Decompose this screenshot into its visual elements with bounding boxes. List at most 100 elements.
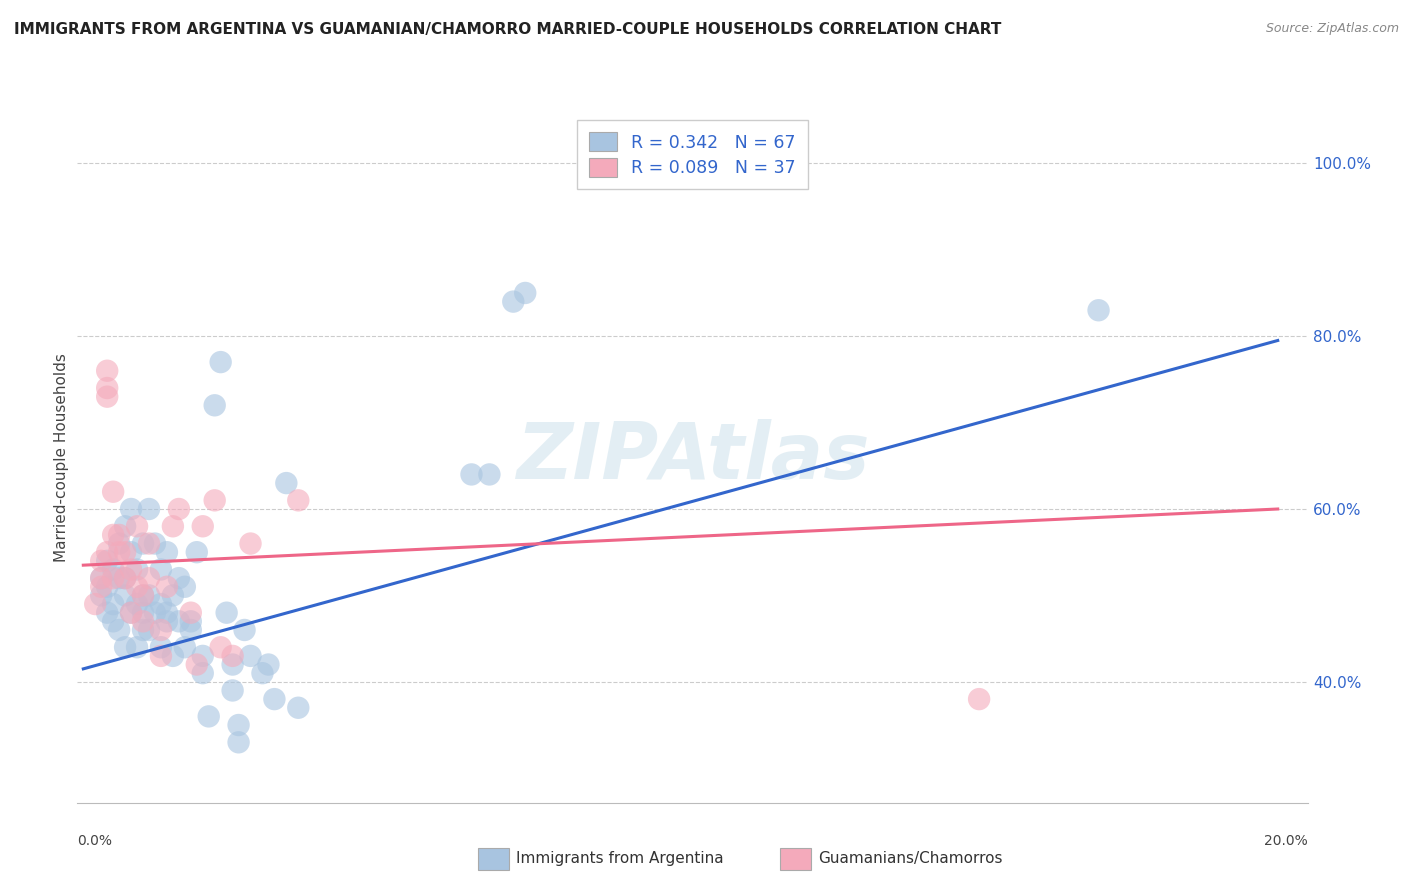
Point	[149, 623, 172, 637]
Point	[191, 648, 214, 663]
Point	[143, 536, 166, 550]
Point	[156, 606, 179, 620]
Point	[90, 589, 112, 603]
Point	[239, 648, 262, 663]
Point	[228, 735, 250, 749]
Point	[90, 580, 112, 594]
Point	[120, 545, 142, 559]
Point	[502, 294, 524, 309]
Point	[138, 502, 160, 516]
Point	[101, 615, 124, 629]
Point	[120, 502, 142, 516]
Point	[90, 571, 112, 585]
Point	[967, 692, 990, 706]
Point	[90, 554, 112, 568]
Point	[173, 640, 195, 655]
Point	[120, 606, 142, 620]
Point	[114, 571, 136, 585]
Point	[90, 571, 112, 585]
Point	[180, 606, 202, 620]
Point	[114, 589, 136, 603]
Point	[108, 536, 131, 550]
Point	[180, 615, 202, 629]
Point	[221, 648, 243, 663]
Point	[186, 545, 208, 559]
Point	[460, 467, 482, 482]
Point	[101, 562, 124, 576]
Point	[515, 285, 537, 300]
Point	[84, 597, 107, 611]
Point	[209, 640, 232, 655]
Point	[120, 606, 142, 620]
Point	[186, 657, 208, 672]
Point	[132, 606, 155, 620]
Point	[287, 493, 309, 508]
Point	[239, 536, 262, 550]
Point	[233, 623, 256, 637]
Point	[228, 718, 250, 732]
Point	[114, 640, 136, 655]
Point	[96, 381, 118, 395]
Point	[96, 364, 118, 378]
Point	[114, 519, 136, 533]
Point	[215, 606, 238, 620]
Point	[120, 562, 142, 576]
Point	[125, 580, 148, 594]
Point	[204, 493, 226, 508]
Point	[125, 519, 148, 533]
Point	[180, 623, 202, 637]
Point	[101, 571, 124, 585]
Point	[197, 709, 219, 723]
Point	[96, 545, 118, 559]
Text: 20.0%: 20.0%	[1264, 834, 1308, 848]
Point	[132, 623, 155, 637]
Point	[96, 580, 118, 594]
Text: Immigrants from Argentina: Immigrants from Argentina	[516, 852, 724, 866]
Point	[167, 571, 190, 585]
Point	[156, 615, 179, 629]
Point	[114, 571, 136, 585]
Text: Source: ZipAtlas.com: Source: ZipAtlas.com	[1265, 22, 1399, 36]
Point	[138, 589, 160, 603]
Point	[191, 519, 214, 533]
Point	[96, 390, 118, 404]
Legend: R = 0.342   N = 67, R = 0.089   N = 37: R = 0.342 N = 67, R = 0.089 N = 37	[576, 120, 808, 189]
Point	[276, 476, 298, 491]
Point	[263, 692, 285, 706]
Point	[132, 615, 155, 629]
Point	[138, 571, 160, 585]
Point	[221, 683, 243, 698]
Point	[114, 545, 136, 559]
Point	[204, 398, 226, 412]
Point	[108, 528, 131, 542]
Point	[125, 640, 148, 655]
Point	[132, 536, 155, 550]
Point	[149, 640, 172, 655]
Point	[96, 554, 118, 568]
Point	[191, 666, 214, 681]
Point	[101, 528, 124, 542]
Point	[257, 657, 280, 672]
Point	[162, 519, 184, 533]
Point	[132, 589, 155, 603]
Point	[149, 648, 172, 663]
Point	[287, 700, 309, 714]
Point	[221, 657, 243, 672]
Text: Guamanians/Chamorros: Guamanians/Chamorros	[818, 852, 1002, 866]
Point	[478, 467, 501, 482]
Point	[167, 615, 190, 629]
Point	[1087, 303, 1109, 318]
Point	[108, 545, 131, 559]
Point	[125, 597, 148, 611]
Point	[138, 623, 160, 637]
Text: ZIPAtlas: ZIPAtlas	[516, 419, 869, 495]
Point	[252, 666, 274, 681]
Point	[108, 623, 131, 637]
Point	[167, 502, 190, 516]
Point	[138, 536, 160, 550]
Point	[96, 606, 118, 620]
Text: 0.0%: 0.0%	[77, 834, 112, 848]
Point	[132, 589, 155, 603]
Point	[156, 545, 179, 559]
Point	[209, 355, 232, 369]
